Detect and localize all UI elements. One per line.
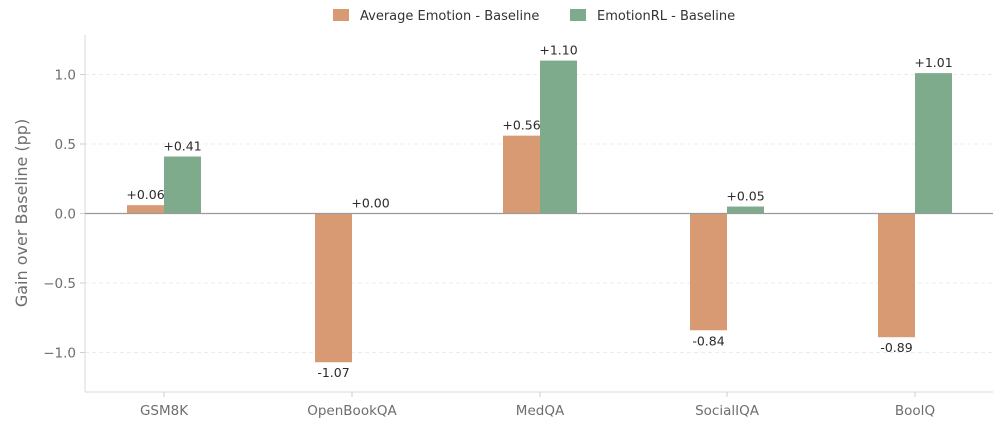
bar-emotionrl-gsm8k — [164, 156, 201, 214]
y-tick-label: −0.5 — [43, 276, 76, 292]
legend-label-average-emotion: Average Emotion - Baseline — [360, 9, 539, 24]
y-tick-label: 1.0 — [55, 68, 76, 84]
y-ticks: 1.0 0.5 0.0 −0.5 −1.0 — [43, 68, 85, 362]
value-label: +0.06 — [126, 187, 164, 202]
value-label: +1.01 — [914, 55, 952, 70]
value-label: -0.84 — [692, 333, 724, 348]
bar-emotionrl-boolq — [915, 73, 952, 214]
bar-average-emotion-boolq — [878, 213, 915, 338]
bar-average-emotion-socialiqa — [690, 213, 727, 331]
value-label: +0.56 — [502, 118, 540, 133]
y-tick-label: 0.0 — [55, 207, 76, 223]
value-label: -0.89 — [880, 340, 912, 355]
value-label: +0.00 — [351, 196, 389, 211]
bar-average-emotion-medqa — [503, 135, 540, 214]
bars — [127, 60, 952, 363]
value-label: -1.07 — [317, 365, 349, 380]
legend-swatch-emotionrl — [570, 9, 586, 21]
bar-average-emotion-openbookqa — [315, 213, 352, 363]
bar-average-emotion-gsm8k — [127, 205, 164, 214]
value-labels: +0.06 +0.41 -1.07 +0.00 +0.56 +1.10 -0.84 +0.05… — [126, 43, 952, 381]
x-ticks: GSM8K OpenBookQA MedQA SocialIQA BoolQ — [140, 392, 935, 419]
x-tick-label: OpenBookQA — [307, 403, 397, 419]
value-label: +1.10 — [539, 43, 577, 58]
legend-swatch-average-emotion — [333, 9, 349, 21]
x-tick-label: SocialIQA — [695, 403, 760, 419]
y-tick-label: 0.5 — [55, 137, 76, 153]
y-axis-label: Gain over Baseline (pp) — [12, 119, 31, 307]
value-label: +0.41 — [163, 139, 201, 154]
y-tick-label: −1.0 — [43, 346, 76, 362]
x-tick-label: MedQA — [516, 403, 565, 419]
legend-label-emotionrl: EmotionRL - Baseline — [597, 9, 735, 24]
value-label: +0.05 — [726, 189, 764, 204]
bar-emotionrl-medqa — [540, 60, 577, 214]
legend: Average Emotion - Baseline EmotionRL - B… — [333, 9, 735, 24]
x-tick-label: BoolQ — [895, 403, 935, 419]
gridlines — [85, 74, 993, 353]
x-tick-label: GSM8K — [140, 403, 189, 419]
bar-emotionrl-socialiqa — [727, 206, 764, 214]
